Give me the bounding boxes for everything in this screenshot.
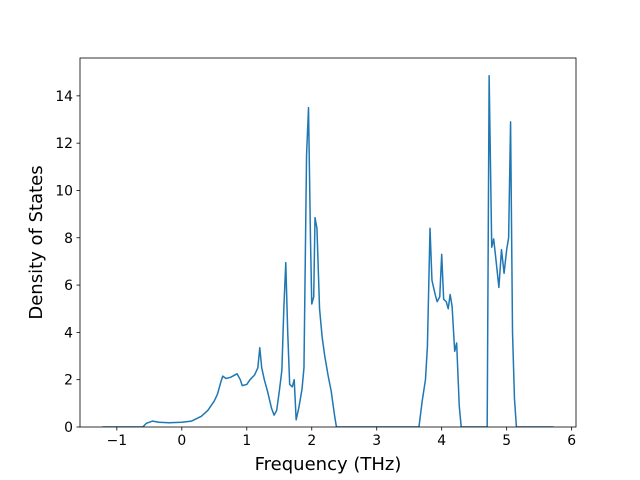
y-tick-label: 0: [64, 420, 73, 436]
x-tick-label: 6: [567, 433, 576, 449]
y-tick-label: 14: [55, 89, 73, 105]
x-tick-label: 3: [372, 433, 381, 449]
line: [102, 74, 554, 427]
y-tick-label: 2: [64, 373, 73, 389]
x-tick-label: 5: [502, 433, 511, 449]
plot-frame: [79, 57, 577, 428]
y-tick-label: 8: [64, 231, 73, 247]
y-tick-label: 10: [55, 183, 73, 199]
x-tick-label: −1: [107, 433, 127, 449]
y-axis-label: Density of States: [26, 165, 47, 319]
x-axis-label: Frequency (THz): [255, 454, 402, 475]
x-tick-label: 1: [242, 433, 251, 449]
x-tick-label: 4: [437, 433, 446, 449]
x-tick-label: 2: [307, 433, 316, 449]
y-tick-label: 6: [64, 278, 73, 294]
y-tick-label: 12: [55, 136, 73, 152]
x-tick-label: 0: [177, 433, 186, 449]
y-tick-label: 4: [64, 325, 73, 341]
